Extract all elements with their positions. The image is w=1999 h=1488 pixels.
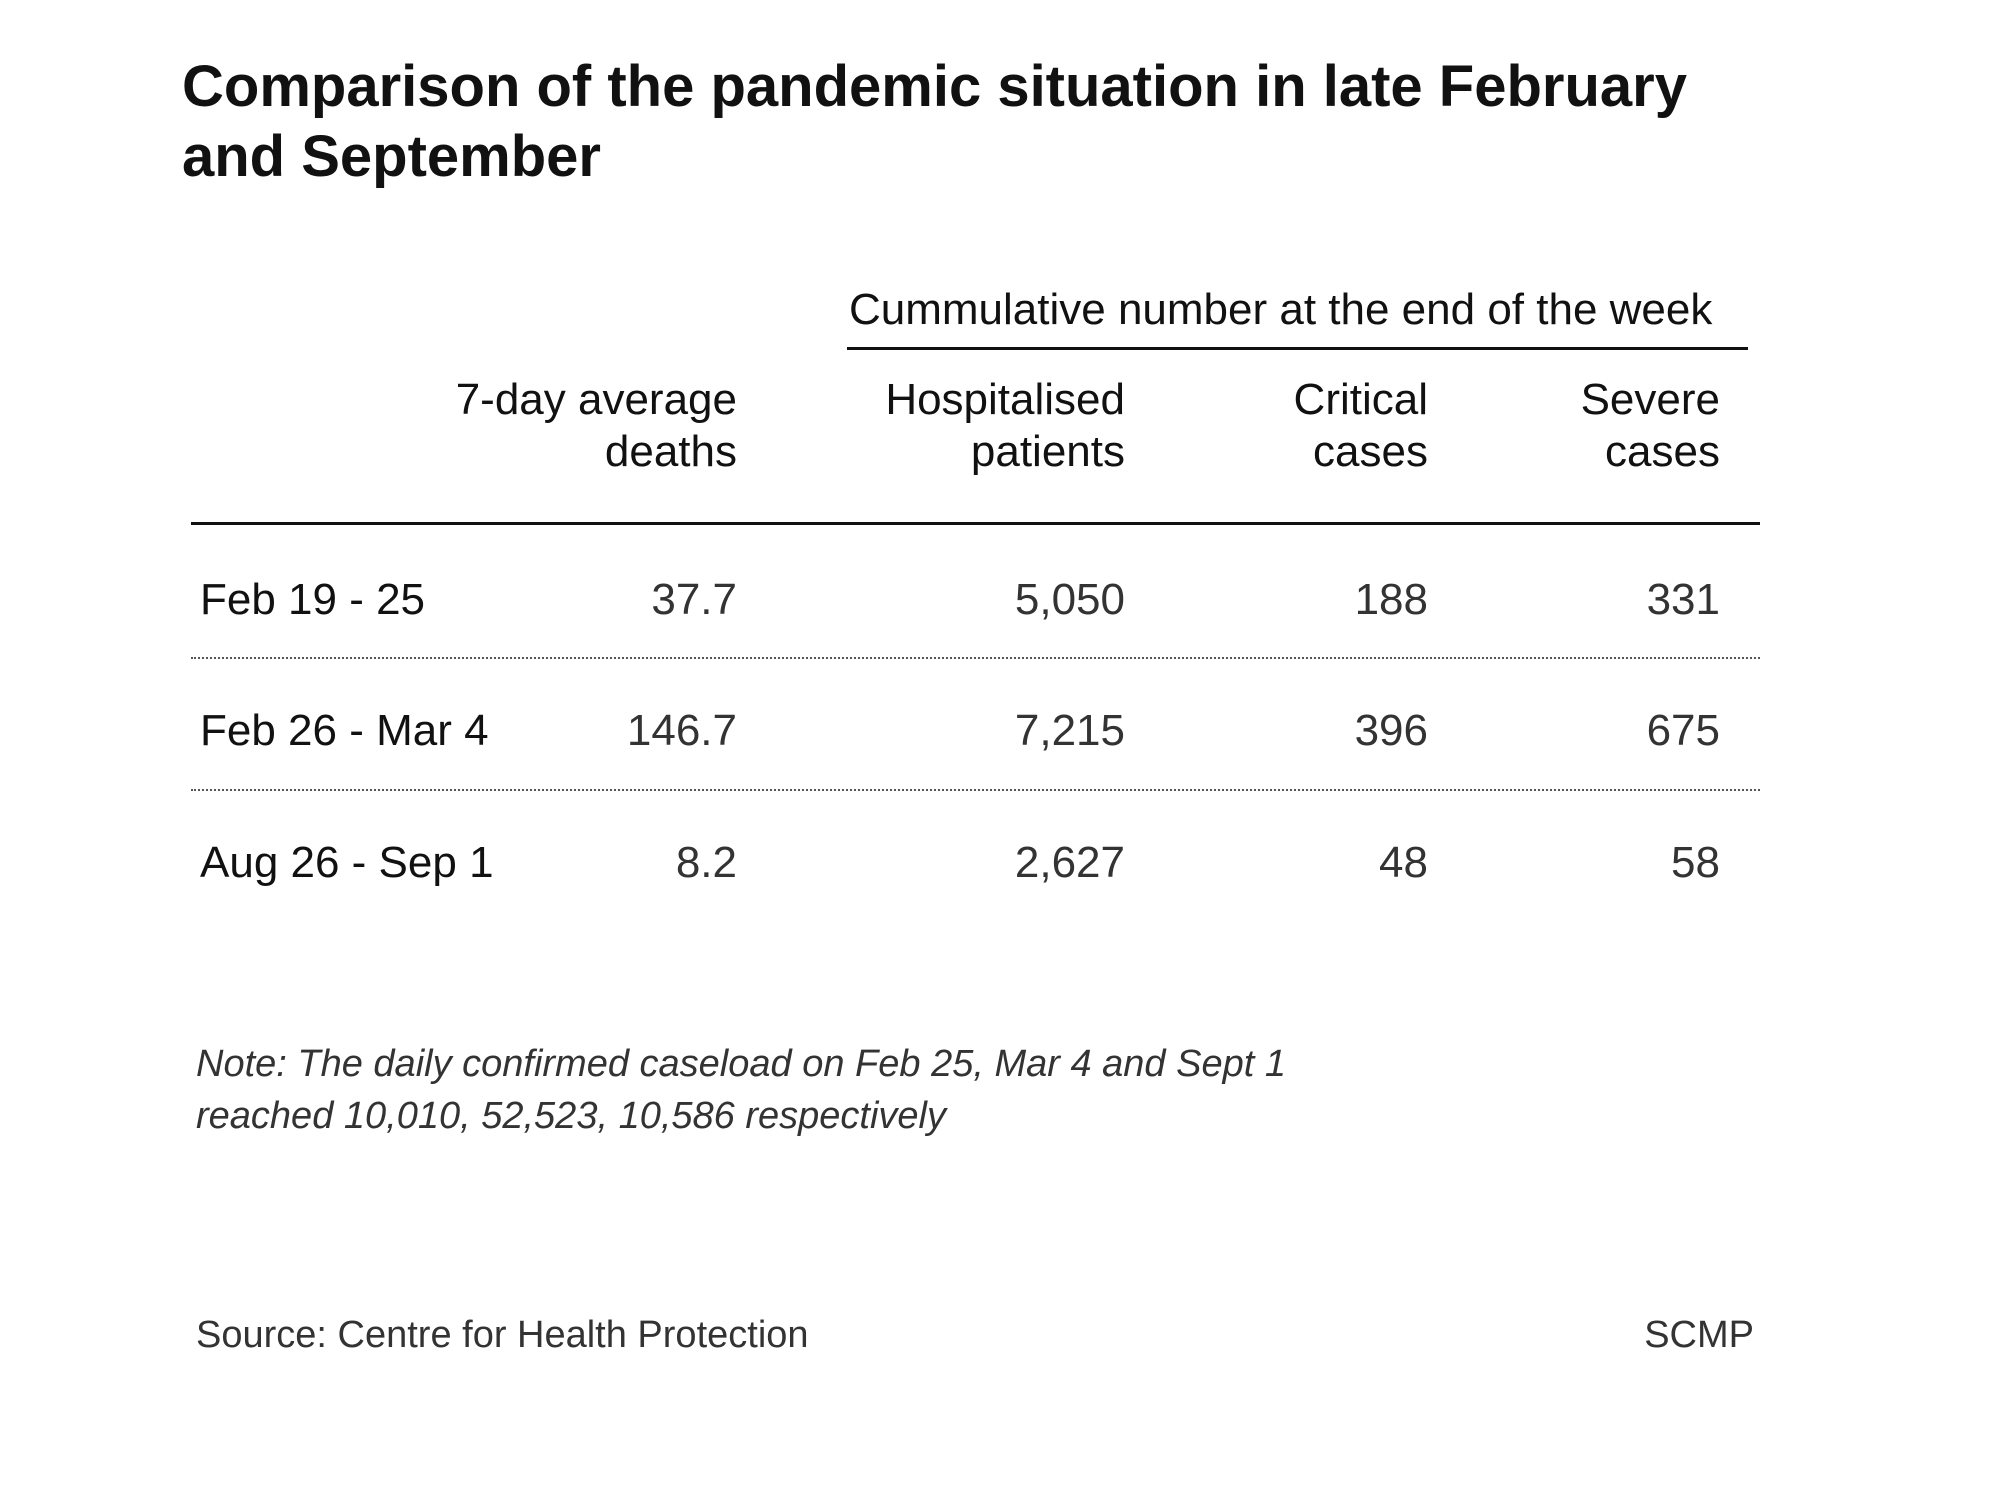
footnote-line: reached 10,010, 52,523, 10,586 respectiv…: [196, 1095, 946, 1137]
row-divider: [191, 789, 1760, 791]
column-header-hospitalised: Hospitalised patients: [800, 374, 1125, 478]
group-header: Cummulative number at the end of the wee…: [849, 285, 1713, 334]
column-header-line: 7-day average: [455, 375, 737, 424]
row-divider: [191, 657, 1760, 659]
column-header-line: Critical: [1293, 375, 1428, 424]
table-cell: 5,050: [1014, 575, 1125, 624]
column-header-line: patients: [970, 427, 1125, 476]
group-header-rule: [847, 347, 1748, 350]
column-header-critical: Critical cases: [1180, 374, 1428, 478]
column-header-line: cases: [1313, 427, 1428, 476]
column-header-severe: Severe cases: [1470, 374, 1720, 478]
column-header-line: cases: [1605, 427, 1720, 476]
table-cell: 675: [1646, 706, 1720, 755]
column-header-line: Severe: [1580, 375, 1720, 424]
table-cell: 7,215: [1014, 706, 1125, 755]
table-cell: 48: [1379, 838, 1428, 887]
table-cell: 2,627: [1014, 838, 1125, 887]
table-cell: 331: [1646, 575, 1720, 624]
chart-title: Comparison of the pandemic situation in …: [182, 54, 1687, 189]
column-header-deaths: 7-day average deaths: [320, 374, 737, 478]
row-label: Feb 19 - 25: [200, 575, 426, 624]
column-header-line: deaths: [604, 427, 737, 476]
footnote-line: Note: The daily confirmed caseload on Fe…: [196, 1043, 1286, 1085]
publisher-credit: SCMP: [1644, 1314, 1754, 1356]
table-cell: 146.7: [626, 706, 737, 755]
table-cell: 188: [1354, 575, 1428, 624]
table-cell: 396: [1354, 706, 1428, 755]
table-cell: 8.2: [675, 838, 737, 887]
table-cell: 37.7: [651, 575, 737, 624]
footnote: Note: The daily confirmed caseload on Fe…: [196, 1038, 1396, 1142]
column-header-line: Hospitalised: [885, 375, 1125, 424]
header-rule: [191, 522, 1760, 525]
row-label: Aug 26 - Sep 1: [200, 838, 494, 887]
source-credit: Source: Centre for Health Protection: [196, 1314, 809, 1356]
row-label: Feb 26 - Mar 4: [200, 706, 489, 755]
table-cell: 58: [1671, 838, 1720, 887]
